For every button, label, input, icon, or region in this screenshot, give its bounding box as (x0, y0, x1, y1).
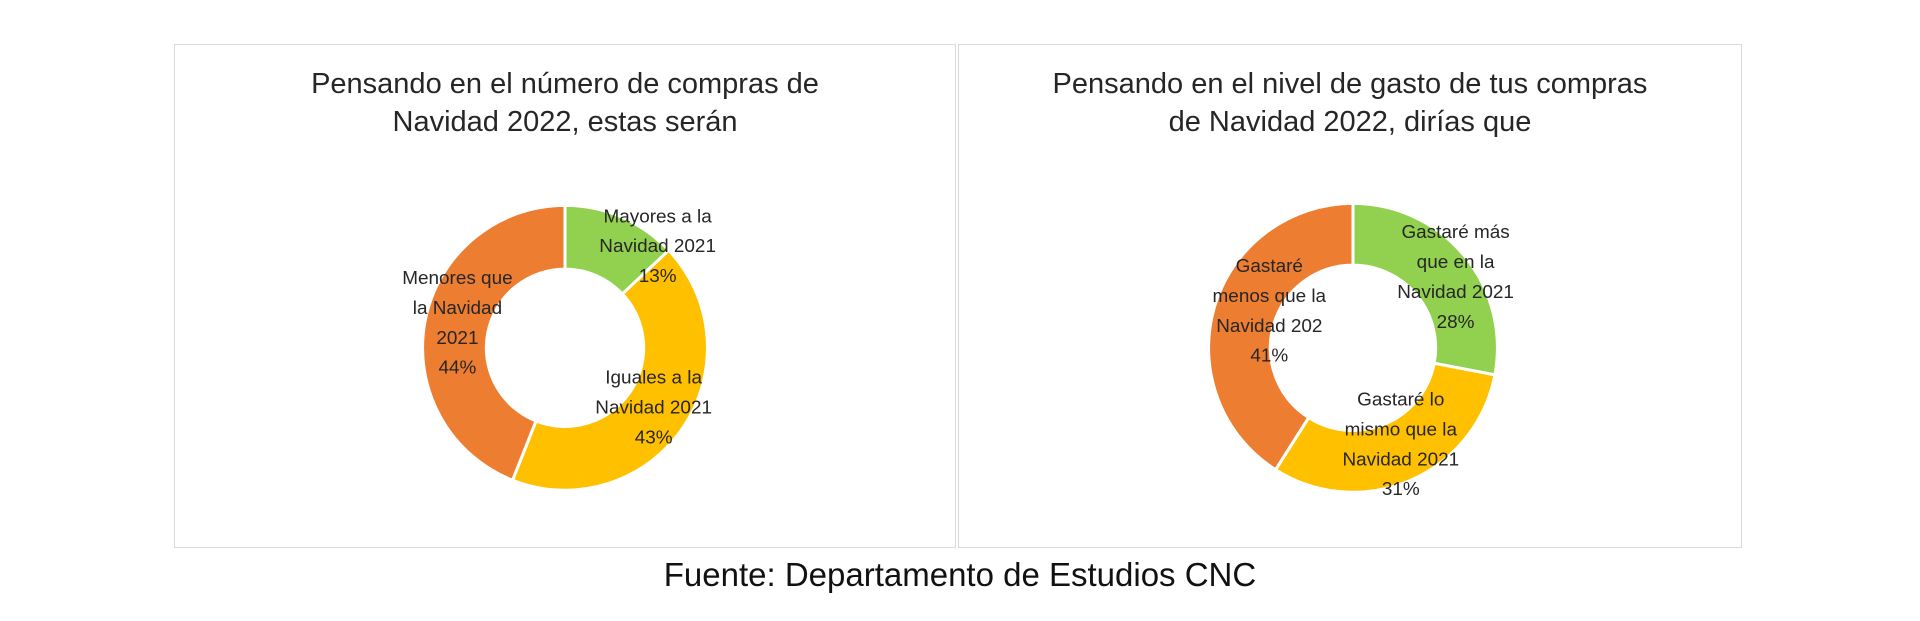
donut-slice (1351, 201, 1499, 377)
chart-panel-number-of-purchases: Pensando en el número de compras de Navi… (174, 44, 956, 548)
donut-slice (1273, 361, 1497, 494)
slice-label-line: Navidad 2021 (1342, 449, 1459, 470)
slice-value-label: 13% (639, 266, 677, 287)
chart-title-line-1: Pensando en el nivel de gasto de tus com… (1052, 68, 1648, 100)
slice-value-label: 44% (439, 358, 477, 379)
chart-title: Pensando en el número de compras de Navi… (175, 65, 955, 141)
chart-title-line-2: Navidad 2022, estas serán (392, 106, 738, 138)
slice-label-line: Mayores a la (604, 206, 713, 227)
slice-label: Mayores a la Navidad 2021 13% (599, 206, 716, 287)
donut-chart-spending-level: Gastaré más que en la Navidad 2021 28%Gasta… (1207, 201, 1514, 501)
slice-label-line: la Navidad (413, 298, 502, 319)
slice-label: Gastaré menos que la Navidad 202 41% (1213, 256, 1327, 367)
slice-label-line: que en la (1417, 252, 1495, 273)
slice-label: Iguales a la Navidad 2021 43% (595, 368, 712, 449)
slice-value-label: 41% (1250, 346, 1288, 367)
slice-label-line: Navidad 2021 (1397, 282, 1514, 303)
slice-label-line: Navidad 2021 (595, 398, 712, 419)
slice-label-line: mismo que la (1345, 419, 1458, 440)
slice-label: Gastaré más que en la Navidad 2021 28% (1397, 222, 1514, 333)
slice-value-label: 28% (1437, 312, 1475, 333)
donut-chart-number-of-purchases: Mayores a la Navidad 2021 13% Iguales a la N… (402, 203, 716, 492)
source-caption: Fuente: Departamento de Estudios CNC (663, 556, 1257, 593)
slice-label-line: Gastaré (1236, 256, 1303, 277)
slice-value-label: 31% (1382, 479, 1420, 500)
slice-label: Gastaré lo mismo que la Navidad 2021 31% (1342, 390, 1459, 501)
chart-title-line-2: de Navidad 2022, dirías que (1168, 106, 1532, 138)
slice-label-line: Gastaré lo (1357, 390, 1444, 411)
chart-title: Pensando en el nivel de gasto de tus com… (959, 65, 1741, 141)
slice-label: Menores que la Navidad 2021 44% (402, 268, 512, 379)
donut-slice (421, 203, 567, 483)
donut-slice (1207, 201, 1355, 472)
slice-label-line: menos que la (1213, 286, 1327, 307)
slice-label-line: Navidad 202 (1216, 316, 1322, 337)
donut-slice (510, 248, 709, 492)
slice-label-line: Iguales a la (605, 368, 702, 389)
slice-value-label: 43% (635, 427, 673, 448)
slice-label-line: 2021 (436, 328, 478, 349)
chart-panel-spending-level: Pensando en el nivel de gasto de tus com… (958, 44, 1742, 548)
slice-label-line: Gastaré más (1401, 222, 1509, 243)
slice-label-line: Menores que (402, 268, 512, 289)
slice-label-line: Navidad 2021 (599, 236, 716, 257)
chart-title-line-1: Pensando en el número de compras de (311, 68, 819, 100)
